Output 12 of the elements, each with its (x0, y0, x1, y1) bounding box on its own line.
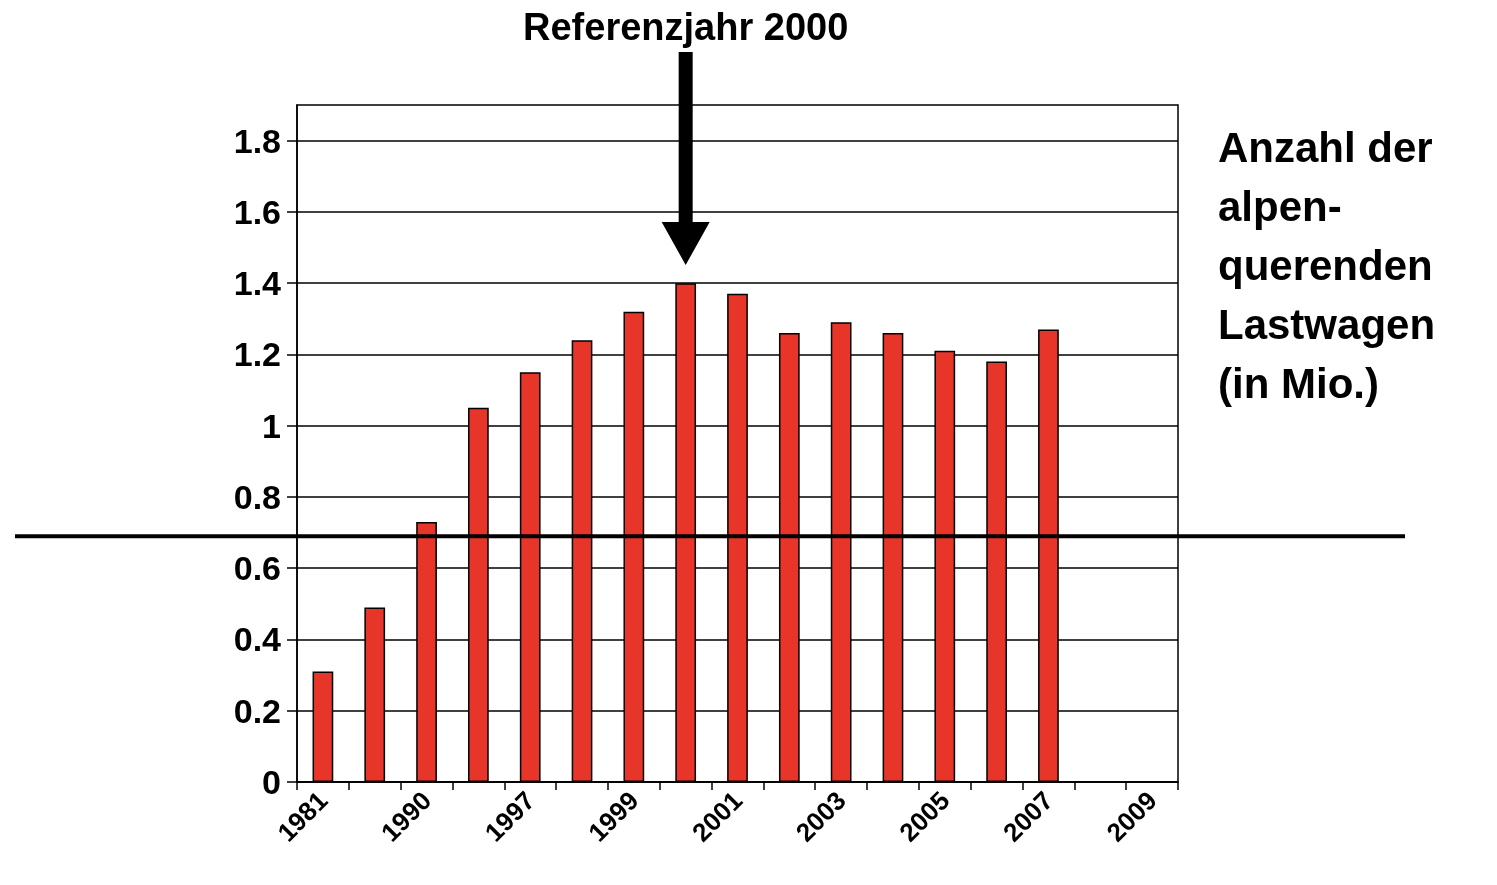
y-tick-label: 0.2 (233, 691, 281, 730)
y-tick-label: 0.4 (233, 620, 282, 659)
y-tick-label: 1 (262, 406, 281, 445)
y-tick-label: 1.2 (233, 335, 281, 374)
y-axis-title: Anzahl der alpen- querenden Lastwagen (in Mio.) (1218, 124, 1436, 407)
y-tick-label: 0.6 (233, 549, 281, 588)
y-tick-label: 1.6 (233, 192, 281, 231)
y-tick-label: 1.8 (233, 121, 281, 160)
y-tick-label: 0 (262, 763, 281, 801)
y-tick-label: 1.4 (233, 264, 282, 303)
text: Referenzjahr 2000 (523, 6, 849, 48)
y-tick-label: 0.8 (233, 477, 281, 516)
